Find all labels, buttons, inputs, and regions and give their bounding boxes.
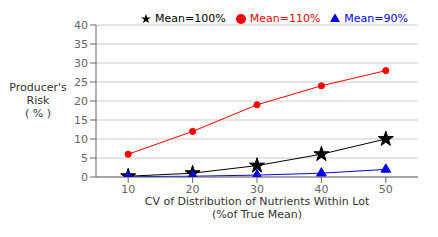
svg-text:10: 10 [121,183,135,196]
svg-text:50: 50 [379,183,393,196]
svg-text:35: 35 [74,38,88,51]
svg-text:Producer'sRisk( % ): Producer'sRisk( % ) [9,81,67,120]
svg-text:40: 40 [74,19,88,32]
svg-text:30: 30 [74,57,88,70]
html-text:Mean=100%: Mean=100% [155,12,226,25]
html-text:Mean=90%: Mean=90% [344,12,408,25]
svg-text:15: 15 [74,114,88,127]
svg-text:10: 10 [74,133,88,146]
svg-text:30: 30 [250,183,264,196]
svg-text:0: 0 [81,171,88,184]
svg-text:25: 25 [74,76,88,89]
svg-text:40: 40 [314,183,328,196]
svg-text:20: 20 [186,183,200,196]
html-text:Mean=110%: Mean=110% [249,12,321,25]
svg-text:5: 5 [81,152,88,165]
svg-text:20: 20 [74,95,88,108]
svg-text:CV of Distribution of Nutrient: CV of Distribution of Nutrients Within L… [145,195,370,221]
